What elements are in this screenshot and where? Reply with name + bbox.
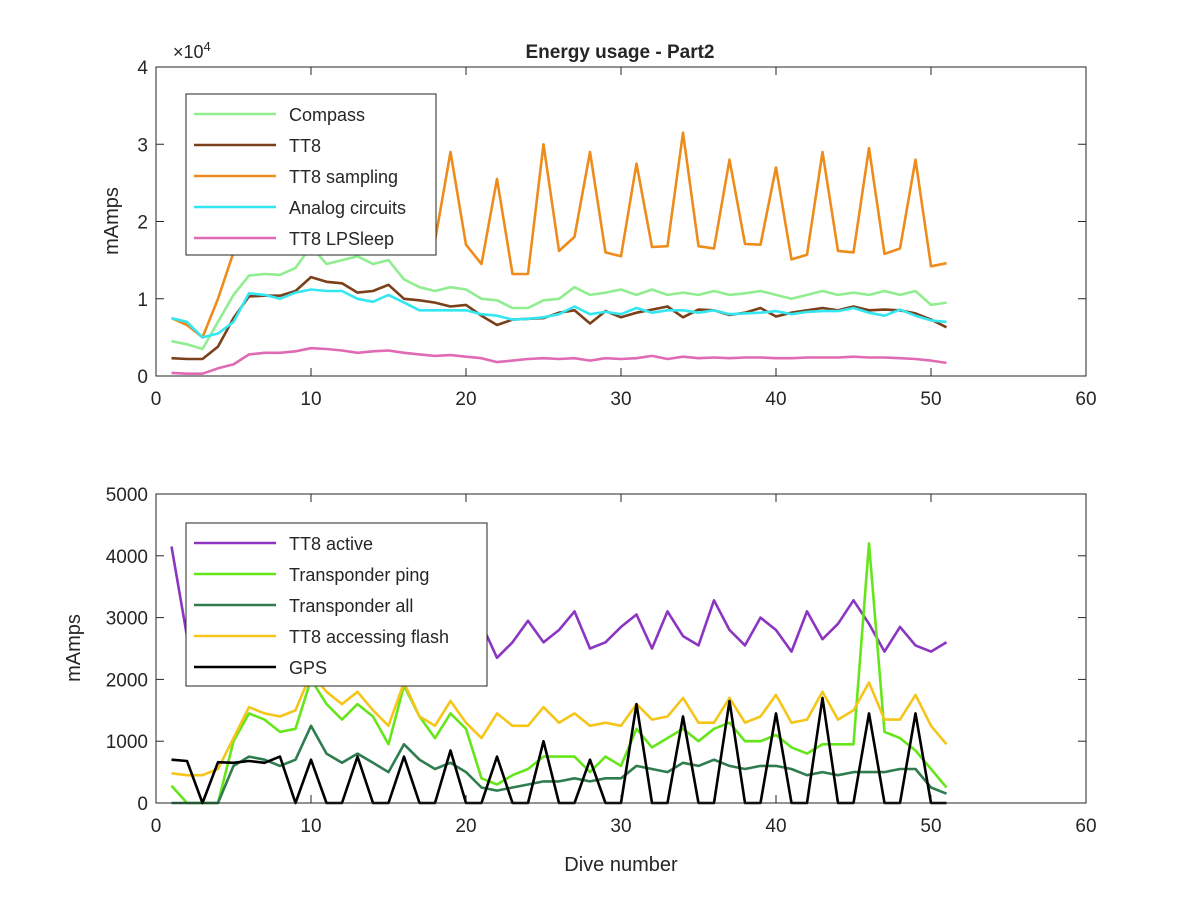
bottom-x-tick-label: 0 <box>151 816 162 837</box>
top-plot-frame <box>155 66 1087 377</box>
top-series-compass <box>171 244 947 351</box>
top-y-exponent-label: ×104 <box>173 39 211 62</box>
top-legend: Compass TT8 TT8 sampling Analog circuits TT8… <box>185 93 437 256</box>
top-y-tick-label: 0 <box>137 367 148 388</box>
bottom-y-tick-label: 1000 <box>106 732 148 753</box>
top-legend-label-analog-circuits: Analog circuits <box>289 198 406 218</box>
bottom-legend-label-gps: GPS <box>289 658 327 678</box>
top-legend-label-compass: Compass <box>289 105 365 125</box>
top-legend-label-tt8-lpsleep: TT8 LPSleep <box>289 229 394 249</box>
top-legend-label-tt8: TT8 <box>289 136 321 156</box>
top-series-lines <box>170 131 948 376</box>
top-axis-ticks: 0 10 20 30 40 50 60 0 1 2 3 4 <box>137 58 1096 410</box>
top-plot: ×104 mAmps 0 10 20 30 40 50 60 0 1 2 3 4 Compass TT8… <box>101 39 1097 410</box>
top-x-tick-label: 10 <box>300 389 321 410</box>
top-y-tick-label: 3 <box>137 135 148 156</box>
top-series-tt8-lpsleep <box>171 346 947 376</box>
bottom-y-tick-label: 2000 <box>106 670 148 691</box>
top-x-tick-label: 30 <box>610 389 631 410</box>
bottom-axis-ticks: 0 10 20 30 40 50 60 0 1000 2000 3000 4000 5000 <box>106 485 1097 837</box>
bottom-y-tick-label: 4000 <box>106 547 148 568</box>
bottom-x-tick-label: 60 <box>1075 816 1096 837</box>
bottom-plot: mAmps Dive number 0 10 20 30 40 50 60 0 1000 2000… <box>63 485 1097 876</box>
top-x-tick-label: 0 <box>151 389 162 410</box>
top-x-tick-label: 20 <box>455 389 476 410</box>
bottom-x-axis-label: Dive number <box>564 854 678 876</box>
bottom-series-transponder-all <box>171 724 947 805</box>
bottom-legend-label-transponder-ping: Transponder ping <box>289 565 429 585</box>
bottom-legend-label-tt8-accessing-flash: TT8 accessing flash <box>289 627 449 647</box>
top-y-tick-label: 2 <box>137 213 148 234</box>
top-x-tick-label: 50 <box>920 389 941 410</box>
bottom-y-tick-label: 3000 <box>106 609 148 630</box>
top-series-analog-circuits <box>171 288 947 339</box>
bottom-y-tick-label: 5000 <box>106 485 148 506</box>
top-series-tt8 <box>171 275 948 361</box>
top-x-tick-label: 60 <box>1075 389 1096 410</box>
bottom-plot-frame <box>155 493 1087 804</box>
bottom-x-tick-label: 10 <box>300 816 321 837</box>
bottom-x-tick-label: 40 <box>765 816 786 837</box>
figure-title: Energy usage - Part2 <box>525 42 714 63</box>
bottom-x-tick-label: 20 <box>455 816 476 837</box>
bottom-series-transponder-ping <box>170 542 948 805</box>
top-x-tick-label: 40 <box>765 389 786 410</box>
bottom-y-axis-label: mAmps <box>63 614 85 682</box>
bottom-series-tt8-accessing-flash <box>171 671 948 777</box>
bottom-x-tick-label: 30 <box>610 816 631 837</box>
bottom-x-tick-label: 50 <box>920 816 941 837</box>
top-legend-box <box>185 93 437 256</box>
top-y-tick-label: 4 <box>137 58 148 79</box>
bottom-y-tick-label: 0 <box>137 794 148 815</box>
top-y-axis-label: mAmps <box>101 187 123 255</box>
top-y-tick-label: 1 <box>137 290 148 311</box>
bottom-legend-label-tt8-active: TT8 active <box>289 534 373 554</box>
top-legend-label-tt8-sampling: TT8 sampling <box>289 167 398 187</box>
bottom-legend: TT8 active Transponder ping Transponder al… <box>185 522 488 687</box>
bottom-legend-label-transponder-all: Transponder all <box>289 596 413 616</box>
